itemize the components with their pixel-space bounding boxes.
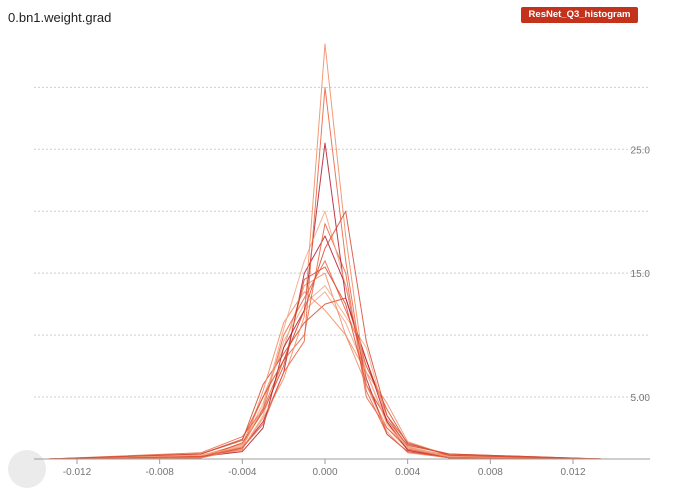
series-line (48, 260, 602, 460)
run-label-badge[interactable]: ResNet_Q3_histogram (521, 7, 638, 23)
series-line (48, 235, 602, 460)
series-line (48, 291, 602, 460)
x-tick-label: 0.000 (312, 467, 337, 478)
x-tick-label: 0.004 (395, 467, 420, 478)
series-line (48, 210, 602, 460)
series-line (48, 297, 602, 460)
series-line (48, 266, 602, 460)
series-line (48, 43, 602, 460)
axis-layer: -0.012 -0.008 -0.004 0.000 0.004 0.008 0.012 5.… (34, 145, 650, 478)
series-line (48, 223, 602, 460)
x-tick-label: 0.012 (560, 467, 585, 478)
y-tick-label: 25.0 (631, 145, 651, 156)
chart-title: 0.bn1.weight.grad (8, 10, 112, 25)
series-line (48, 285, 602, 460)
series-line (48, 210, 602, 460)
grid-layer (34, 86, 650, 398)
series-line (48, 291, 602, 460)
x-tick-label: 0.008 (478, 467, 503, 478)
series-layer (48, 43, 602, 460)
series-line (48, 142, 602, 460)
expand-button[interactable] (8, 450, 46, 488)
y-tick-label: 15.0 (631, 269, 651, 280)
x-tick-label: -0.008 (145, 467, 174, 478)
series-line (48, 272, 602, 460)
y-tick-label: 5.00 (631, 393, 651, 404)
x-tick-label: -0.012 (63, 467, 92, 478)
series-line (48, 86, 602, 460)
x-tick-label: -0.004 (228, 467, 257, 478)
